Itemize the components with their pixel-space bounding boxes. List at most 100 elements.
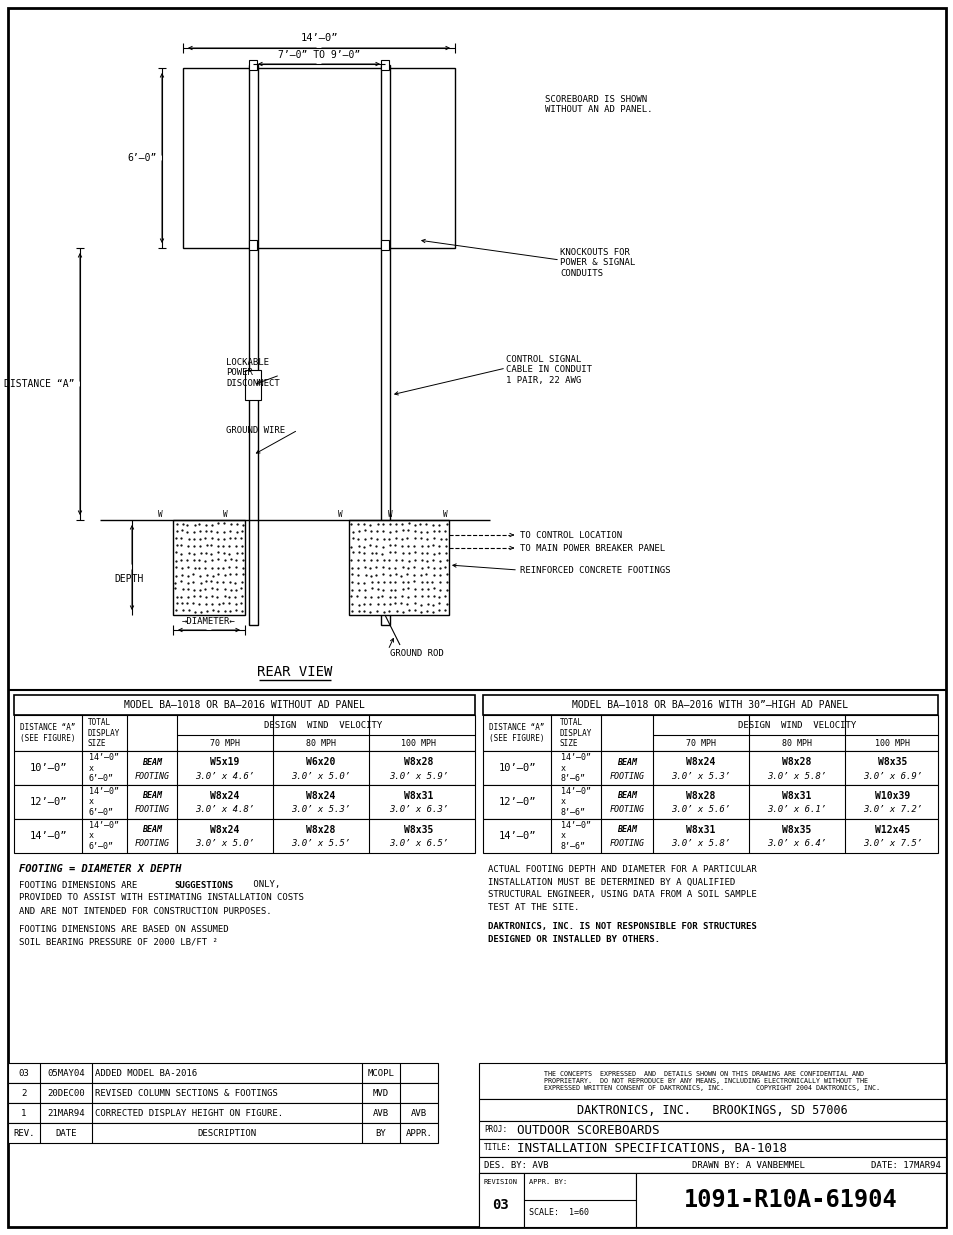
Text: W8x24: W8x24 (306, 790, 335, 802)
Text: 3.0’ x 5.6’: 3.0’ x 5.6’ (671, 805, 730, 815)
Bar (482, 819, 937, 853)
Text: 05MAY04: 05MAY04 (47, 1068, 85, 1077)
Text: W8x24: W8x24 (210, 790, 239, 802)
Text: DRAWN BY: A VANBEMMEL: DRAWN BY: A VANBEMMEL (691, 1161, 804, 1170)
Text: 3.0’ x 4.6’: 3.0’ x 4.6’ (195, 772, 254, 781)
Text: REAR VIEW: REAR VIEW (257, 664, 333, 679)
Text: KNOCKOUTS FOR
POWER & SIGNAL
CONDUITS: KNOCKOUTS FOR POWER & SIGNAL CONDUITS (559, 248, 635, 278)
Text: 14’–0”
x
8’–6”: 14’–0” x 8’–6” (560, 753, 590, 783)
Text: APPR. BY:: APPR. BY: (529, 1179, 567, 1186)
Text: 14’–0”: 14’–0” (497, 831, 536, 841)
Text: 03: 03 (19, 1068, 30, 1077)
Text: W8x28: W8x28 (404, 757, 434, 767)
Text: DISTANCE “A”
(SEE FIGURE): DISTANCE “A” (SEE FIGURE) (489, 724, 544, 742)
Bar (14, 695, 475, 715)
Bar (478, 1139, 945, 1157)
Text: 3.0’ x 5.0’: 3.0’ x 5.0’ (291, 772, 350, 781)
Text: W8x28: W8x28 (685, 790, 715, 802)
Text: FOOTING: FOOTING (609, 805, 644, 815)
Text: 100 MPH: 100 MPH (401, 739, 436, 747)
Text: 14’–0”: 14’–0” (30, 831, 67, 841)
Text: ADDED MODEL BA-2016: ADDED MODEL BA-2016 (95, 1068, 197, 1077)
Text: 3.0’ x 7.2’: 3.0’ x 7.2’ (862, 805, 922, 815)
Bar (8, 1123, 437, 1144)
Text: GROUND ROD: GROUND ROD (390, 648, 443, 657)
Text: SCOREBOARD IS SHOWN
WITHOUT AN AD PANEL.: SCOREBOARD IS SHOWN WITHOUT AN AD PANEL. (544, 95, 652, 115)
Text: 14’–0”
x
6’–0”: 14’–0” x 6’–0” (89, 787, 119, 816)
Bar (478, 1157, 945, 1173)
Text: SOIL BEARING PRESSURE OF 2000 LB/FT ²: SOIL BEARING PRESSURE OF 2000 LB/FT ² (19, 937, 217, 946)
Text: PROJ:: PROJ: (483, 1125, 507, 1135)
Bar (523, 1173, 636, 1228)
Text: 3.0’ x 5.9’: 3.0’ x 5.9’ (389, 772, 448, 781)
Bar (380, 65, 390, 625)
Text: BEAM: BEAM (617, 825, 637, 835)
Text: MCOPL: MCOPL (367, 1068, 394, 1077)
Text: 80 MPH: 80 MPH (306, 739, 335, 747)
Text: CORRECTED DISPLAY HEIGHT ON FIGURE.: CORRECTED DISPLAY HEIGHT ON FIGURE. (95, 1109, 283, 1118)
Text: W: W (442, 510, 447, 519)
Text: FOOTING: FOOTING (609, 840, 644, 848)
Text: OUTDOOR SCOREBOARDS: OUTDOOR SCOREBOARDS (517, 1124, 659, 1136)
Text: 12’–0”: 12’–0” (497, 797, 536, 806)
Bar (482, 785, 937, 819)
Text: W8x35: W8x35 (781, 825, 811, 835)
Text: 10’–0”: 10’–0” (497, 763, 536, 773)
Text: 100 MPH: 100 MPH (875, 739, 909, 747)
Text: W10x39: W10x39 (875, 790, 910, 802)
Text: 21MAR94: 21MAR94 (47, 1109, 85, 1118)
Text: 1: 1 (21, 1109, 27, 1118)
Bar (482, 695, 937, 715)
Text: 14’–0”
x
6’–0”: 14’–0” x 6’–0” (89, 753, 119, 783)
Text: APPR.: APPR. (405, 1129, 432, 1137)
Text: W8x35: W8x35 (878, 757, 906, 767)
Text: DATE: 17MAR94: DATE: 17MAR94 (870, 1161, 940, 1170)
Bar (249, 61, 256, 70)
Text: DATE: DATE (55, 1129, 76, 1137)
Text: →DIAMETER←: →DIAMETER← (182, 616, 235, 625)
Text: 6’–0”: 6’–0” (128, 153, 157, 163)
Text: 3.0’ x 6.3’: 3.0’ x 6.3’ (389, 805, 448, 815)
Text: 20DEC00: 20DEC00 (47, 1088, 85, 1098)
Text: TO MAIN POWER BREAKER PANEL: TO MAIN POWER BREAKER PANEL (519, 543, 664, 552)
Text: W8x31: W8x31 (781, 790, 811, 802)
Bar (478, 1173, 523, 1228)
Text: DISTANCE “A”
(SEE FIGURE): DISTANCE “A” (SEE FIGURE) (20, 724, 75, 742)
Text: 3.0’ x 5.3’: 3.0’ x 5.3’ (291, 805, 350, 815)
Text: W8x31: W8x31 (404, 790, 434, 802)
Text: 3.0’ x 7.5’: 3.0’ x 7.5’ (862, 840, 922, 848)
Text: INSTALLATION MUST BE DETERMINED BY A QUALIFIED: INSTALLATION MUST BE DETERMINED BY A QUA… (488, 878, 735, 887)
Text: INSTALLATION SPECIFICATIONS, BA-1018: INSTALLATION SPECIFICATIONS, BA-1018 (517, 1141, 786, 1155)
Text: MVD: MVD (373, 1088, 389, 1098)
Bar (8, 1083, 437, 1103)
Text: W8x24: W8x24 (685, 757, 715, 767)
Text: FOOTING: FOOTING (134, 772, 170, 781)
Text: REINFORCED CONCRETE FOOTINGS: REINFORCED CONCRETE FOOTINGS (519, 566, 670, 574)
Bar (478, 1063, 945, 1099)
Text: DISTANCE “A”: DISTANCE “A” (5, 379, 75, 389)
Bar (478, 1099, 945, 1121)
Text: 14’–0”: 14’–0” (300, 33, 337, 43)
Text: REV.: REV. (13, 1129, 34, 1137)
Text: 80 MPH: 80 MPH (781, 739, 811, 747)
Bar (245, 370, 261, 400)
Text: DESIGNED OR INSTALLED BY OTHERS.: DESIGNED OR INSTALLED BY OTHERS. (488, 935, 659, 944)
Bar (478, 1173, 945, 1228)
Bar (380, 240, 389, 249)
Text: 14’–0”
x
8’–6”: 14’–0” x 8’–6” (560, 787, 590, 816)
Bar (380, 61, 389, 70)
Bar (8, 1103, 437, 1123)
Text: DEPTH: DEPTH (114, 574, 144, 584)
Text: DES. BY: AVB: DES. BY: AVB (483, 1161, 548, 1170)
Text: 3.0’ x 6.1’: 3.0’ x 6.1’ (766, 805, 825, 815)
Text: FOOTING: FOOTING (609, 772, 644, 781)
Text: 3.0’ x 6.4’: 3.0’ x 6.4’ (766, 840, 825, 848)
Text: TO CONTROL LOCATION: TO CONTROL LOCATION (519, 531, 621, 540)
Bar (183, 68, 455, 248)
Text: TOTAL
DISPLAY
SIZE: TOTAL DISPLAY SIZE (88, 718, 120, 748)
Bar (8, 1063, 437, 1083)
Text: W8x35: W8x35 (404, 825, 434, 835)
Text: FOOTING DIMENSIONS ARE: FOOTING DIMENSIONS ARE (19, 881, 143, 889)
Bar (14, 715, 475, 751)
Text: AVB: AVB (411, 1109, 427, 1118)
